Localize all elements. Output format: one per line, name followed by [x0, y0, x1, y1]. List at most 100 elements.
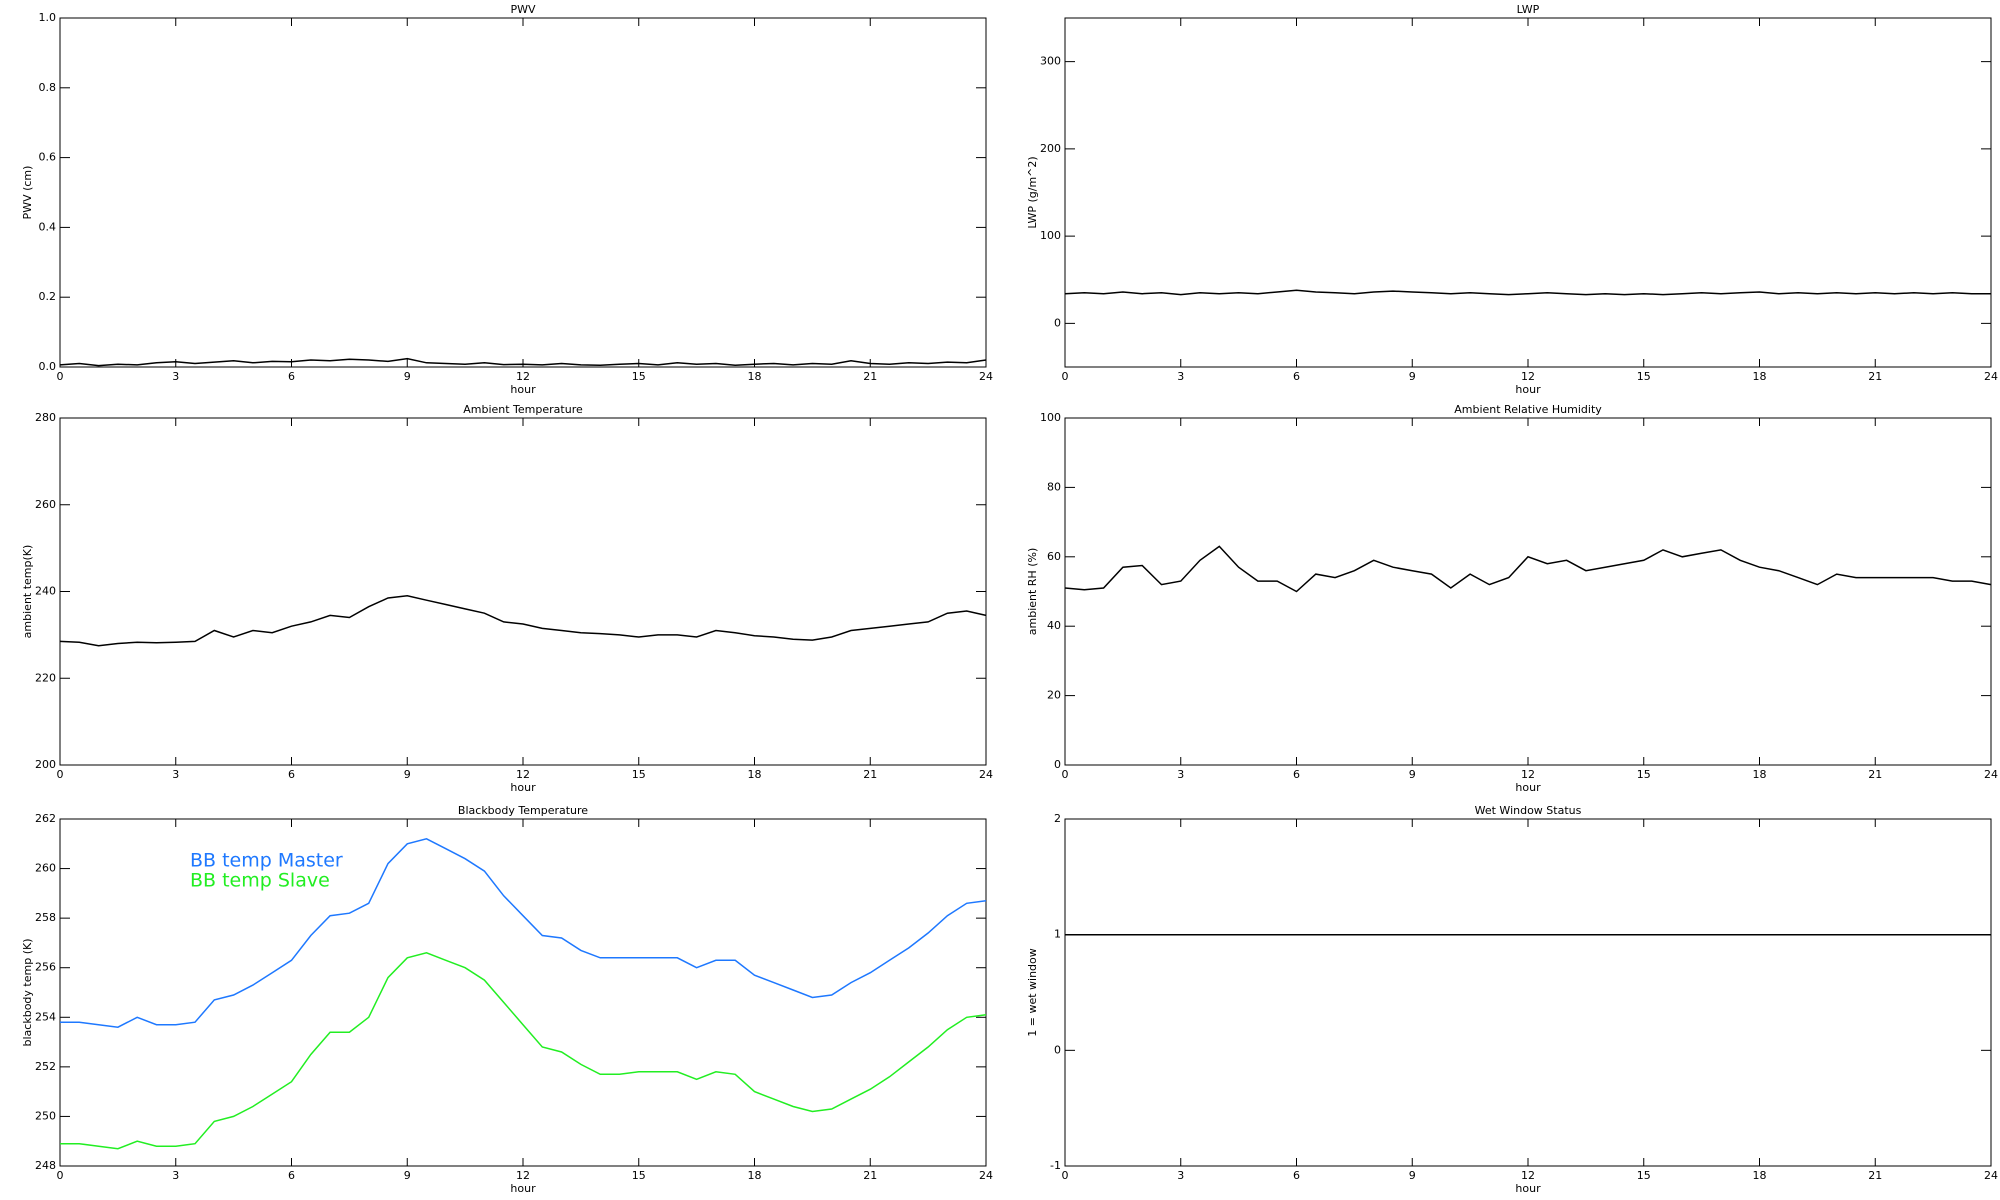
- y-tick-label: 1: [1054, 928, 1061, 941]
- panel: LWP hour LWP (g/m^2) 0 3 6 9 12 15 18 21 24 0 100 200 3…: [1026, 3, 1998, 396]
- y-tick-label: 256: [35, 961, 56, 974]
- x-tick-label: 3: [1177, 370, 1184, 383]
- plot-frame: [59, 17, 987, 368]
- x-tick-label: 9: [1409, 1169, 1416, 1182]
- x-tick-label: 6: [1293, 1169, 1300, 1182]
- x-tick-label: 9: [1409, 370, 1416, 383]
- x-axis-label: hour: [510, 383, 536, 396]
- y-tick-label: 200: [1040, 142, 1061, 155]
- x-tick-label: 0: [1062, 1169, 1069, 1182]
- panel-title: PWV: [510, 3, 536, 16]
- x-tick-label: 3: [1177, 1169, 1184, 1182]
- x-tick-label: 12: [516, 768, 530, 781]
- x-tick-label: 0: [1062, 768, 1069, 781]
- y-tick-label: 250: [35, 1109, 56, 1122]
- y-axis-label: LWP (g/m^2): [1026, 156, 1039, 228]
- legend-entry: BB temp Master: [190, 850, 343, 872]
- y-tick-label: 80: [1047, 480, 1061, 493]
- y-tick-label: 0: [1054, 316, 1061, 329]
- x-tick-label: 0: [57, 370, 64, 383]
- y-tick-label: 252: [35, 1060, 56, 1073]
- x-tick-label: 18: [1753, 768, 1767, 781]
- x-tick-label: 21: [1868, 370, 1882, 383]
- x-axis-label: hour: [1515, 781, 1541, 794]
- y-tick-label: 262: [35, 812, 56, 825]
- y-axis-label: ambient temp(K): [21, 545, 34, 639]
- x-tick-label: 21: [1868, 1169, 1882, 1182]
- x-tick-label: 21: [1868, 768, 1882, 781]
- x-tick-label: 24: [1984, 370, 1998, 383]
- x-tick-label: 0: [1062, 370, 1069, 383]
- panel-title: Wet Window Status: [1475, 804, 1582, 817]
- y-tick-label: 0: [1054, 758, 1061, 771]
- y-tick-label: 0: [1054, 1043, 1061, 1056]
- y-axis-label: PWV (cm): [21, 166, 34, 220]
- x-tick-label: 24: [979, 370, 993, 383]
- y-tick-label: 240: [35, 585, 56, 598]
- x-tick-label: 15: [1637, 370, 1651, 383]
- y-tick-label: 280: [35, 411, 56, 424]
- x-tick-label: 18: [748, 768, 762, 781]
- plot-frame: [1064, 17, 1992, 368]
- x-tick-label: 9: [404, 370, 411, 383]
- y-tick-label: 260: [35, 498, 56, 511]
- x-tick-label: 6: [288, 1169, 295, 1182]
- x-tick-label: 15: [632, 768, 646, 781]
- x-tick-label: 6: [1293, 768, 1300, 781]
- y-tick-label: 0.2: [39, 290, 57, 303]
- panel-title: LWP: [1517, 3, 1540, 16]
- x-tick-label: 3: [1177, 768, 1184, 781]
- x-axis-label: hour: [1515, 383, 1541, 396]
- y-tick-label: 100: [1040, 229, 1061, 242]
- x-tick-label: 6: [288, 768, 295, 781]
- data-line: [59, 595, 987, 647]
- y-tick-label: 1.0: [39, 11, 57, 24]
- x-tick-label: 15: [632, 370, 646, 383]
- x-tick-label: 24: [979, 1169, 993, 1182]
- x-tick-label: 15: [1637, 768, 1651, 781]
- x-tick-label: 18: [1753, 370, 1767, 383]
- x-tick-label: 6: [288, 370, 295, 383]
- x-tick-label: 24: [1984, 768, 1998, 781]
- x-tick-label: 24: [979, 768, 993, 781]
- data-line: [59, 357, 987, 367]
- y-tick-label: 60: [1047, 550, 1061, 563]
- x-tick-label: 21: [863, 370, 877, 383]
- panel: Blackbody Temperature hour blackbody temp …: [21, 804, 993, 1195]
- panel: PWV hour PWV (cm) 0 3 6 9 12 15 18 21 24 0.0 0.2 0.4 0.…: [21, 3, 993, 396]
- data-line: [1064, 545, 1992, 593]
- panel-title: Ambient Temperature: [463, 403, 583, 416]
- plot-frame: [1064, 818, 1992, 1167]
- x-tick-label: 9: [1409, 768, 1416, 781]
- y-tick-label: 40: [1047, 619, 1061, 632]
- x-tick-label: 12: [516, 370, 530, 383]
- data-line: [60, 838, 987, 1028]
- plot-frame: [1064, 417, 1992, 766]
- x-axis-label: hour: [510, 781, 536, 794]
- y-tick-label: 260: [35, 862, 56, 875]
- x-tick-label: 12: [516, 1169, 530, 1182]
- y-tick-label: 0.4: [39, 220, 57, 233]
- panel-title: Blackbody Temperature: [458, 804, 588, 817]
- panel: Ambient Relative Humidity hour ambient RH …: [1026, 403, 1998, 794]
- x-axis-label: hour: [510, 1182, 536, 1195]
- y-tick-label: 0.6: [39, 151, 57, 164]
- x-tick-label: 3: [172, 1169, 179, 1182]
- x-axis-label: hour: [1515, 1182, 1541, 1195]
- x-tick-label: 18: [748, 1169, 762, 1182]
- y-axis-label: ambient RH (%): [1026, 548, 1039, 636]
- y-tick-label: 0.8: [39, 81, 57, 94]
- y-tick-label: 220: [35, 671, 56, 684]
- y-axis-label: 1 = wet window: [1026, 948, 1039, 1037]
- x-tick-label: 24: [1984, 1169, 1998, 1182]
- x-tick-label: 0: [57, 768, 64, 781]
- x-tick-label: 9: [404, 1169, 411, 1182]
- x-tick-label: 21: [863, 1169, 877, 1182]
- x-tick-label: 9: [404, 768, 411, 781]
- y-tick-label: 300: [1040, 55, 1061, 68]
- panel-title: Ambient Relative Humidity: [1454, 403, 1602, 416]
- plot-frame: [59, 417, 987, 766]
- x-tick-label: 6: [1293, 370, 1300, 383]
- x-tick-label: 21: [863, 768, 877, 781]
- panel: Wet Window Status hour 1 = wet window 0 3 6 9 1…: [1026, 804, 1998, 1195]
